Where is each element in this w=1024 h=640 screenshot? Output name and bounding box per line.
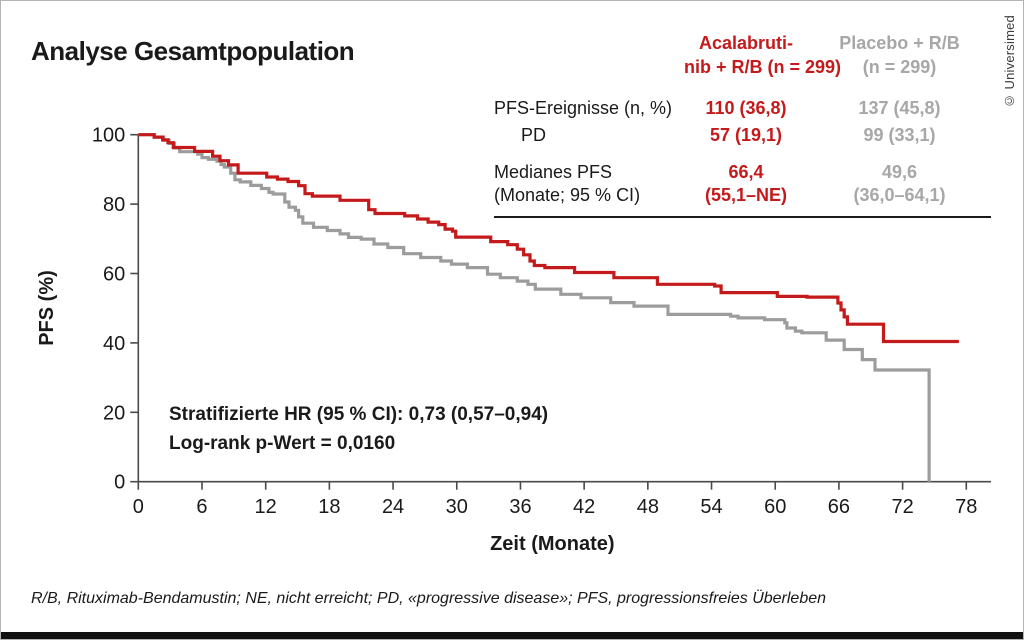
stats-row-pfs-events-acalabrutinib: 110 (36,8) (705, 98, 787, 118)
stratified-hr-text: Stratifizierte HR (95 % CI): 0,73 (0,57–… (169, 404, 549, 425)
y-tick-label: 100 (92, 125, 125, 147)
x-tick-label: 48 (637, 496, 659, 518)
x-tick-label: 0 (133, 496, 144, 518)
stats-row-median-pfs-label-line2: (Monate; 95 % CI) (494, 185, 641, 205)
y-tick-label: 0 (114, 472, 125, 494)
x-axis-title: Zeit (Monate) (490, 533, 614, 555)
x-tick-label: 66 (828, 496, 850, 518)
stats-row-median-pfs-label-line1: Medianes PFS (494, 162, 613, 182)
x-tick-label: 78 (955, 496, 977, 518)
x-tick-label: 42 (573, 496, 595, 518)
stats-row-pfs-events-placebo: 137 (45,8) (858, 98, 941, 118)
stats-median-placebo-ci: (36,0–64,1) (853, 185, 946, 205)
stats-header-spacer (494, 31, 684, 79)
x-tick-label: 18 (318, 496, 340, 518)
x-tick-label: 36 (509, 496, 531, 518)
stats-row-pd-placebo: 99 (33,1) (863, 125, 936, 145)
hr-annotation: Stratifizierte HR (95 % CI): 0,73 (0,57–… (169, 400, 548, 458)
stats-row-median-pfs-acalabrutinib: 66,4 (55,1–NE) (684, 161, 808, 207)
x-tick-label: 60 (764, 496, 786, 518)
y-axis-title: PFS (%) (36, 270, 58, 346)
stats-row-median-pfs-placebo: 49,6 (36,0–64,1) (808, 161, 991, 207)
stats-median-acalabrutinib-ci: (55,1–NE) (704, 185, 788, 205)
stats-row-pfs-events-label: PFS-Ereignisse (n, %) (494, 98, 673, 118)
stats-table: Acalabruti- nib + R/B (n = 299) Placebo … (494, 31, 991, 218)
stats-header-acalabrutinib-line2: nib + R/B (n = 299) (684, 57, 842, 77)
x-tick-label: 30 (446, 496, 468, 518)
logrank-pvalue-text: Log-rank p-Wert = 0,0160 (169, 433, 396, 454)
y-tick-label: 80 (103, 194, 125, 216)
stats-median-acalabrutinib-value: 66,4 (728, 162, 764, 182)
x-tick-label: 24 (382, 496, 404, 518)
copyright-label: © Universimed (1002, 15, 1017, 109)
bottom-accent-bar (1, 632, 1023, 639)
x-tick-label: 72 (891, 496, 913, 518)
x-tick-label: 6 (196, 496, 207, 518)
y-tick-label: 40 (103, 333, 125, 355)
stats-median-placebo-value: 49,6 (881, 162, 918, 182)
stats-header-placebo: Placebo + R/B (n = 299) (808, 31, 991, 79)
stats-row-median-pfs-label: Medianes PFS (Monate; 95 % CI) (494, 161, 684, 207)
y-tick-label: 20 (103, 402, 125, 424)
y-tick-label: 60 (103, 264, 125, 286)
x-tick-label: 12 (255, 496, 277, 518)
stats-header-acalabrutinib-line1: Acalabruti- (698, 33, 794, 53)
stats-row-pd-acalabrutinib: 57 (19,1) (709, 125, 783, 145)
stats-header-placebo-line2: (n = 299) (862, 57, 937, 77)
stats-header-acalabrutinib: Acalabruti- nib + R/B (n = 299) (684, 31, 842, 79)
footnote: R/B, Rituximab-Bendamustin; NE, nicht er… (31, 590, 827, 607)
stats-header-placebo-line1: Placebo + R/B (839, 33, 960, 53)
page-title: Analyse Gesamtpopulation (31, 36, 355, 66)
x-tick-label: 54 (700, 496, 722, 518)
stats-row-pd-label: PD (521, 125, 547, 145)
